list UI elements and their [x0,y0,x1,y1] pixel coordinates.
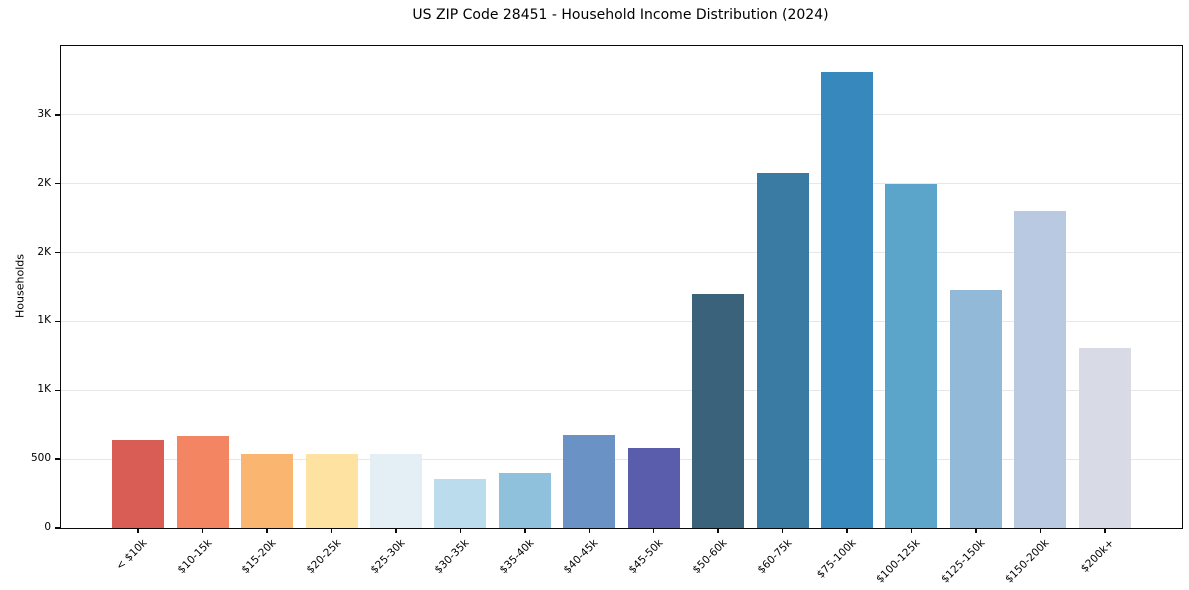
y-tick-label: 2K [37,176,51,189]
y-tick-mark [55,320,60,323]
y-tick-label: 3K [37,107,51,120]
x-tick-label: < $10k [114,537,150,573]
x-tick-mark [910,528,913,533]
x-tick-mark [975,528,977,533]
y-tick-mark [55,114,60,116]
bar-< $10k [112,439,165,528]
y-tick-mark [55,389,60,392]
bar-$10-15k [176,436,229,528]
x-tick-mark [524,528,526,533]
bar-$45-50k [627,448,680,528]
y-tick-mark [55,251,60,254]
x-tick-mark [330,528,333,533]
x-tick-mark [846,528,848,533]
bar-$40-45k [563,435,616,528]
bar-$35-40k [498,472,551,528]
bar-$125-150k [949,289,1002,528]
bar-$150-200k [1014,211,1067,528]
y-tick-label: 1K [37,383,51,396]
y-axis-label: Households [13,254,27,318]
gridline [61,114,1182,116]
bar-$200k+ [1078,347,1131,528]
bar-$60-75k [756,172,809,528]
x-tick-mark [137,528,139,533]
y-tick-mark [55,527,60,529]
x-tick-mark [588,528,591,533]
bar-$100-125k [885,183,938,528]
x-tick-mark [652,528,655,533]
bar-$20-25k [305,453,358,528]
x-tick-mark [266,528,268,533]
x-tick-mark [717,528,719,533]
gridline [61,458,1182,460]
y-tick-label: 2K [37,245,51,258]
gridline [61,320,1182,322]
x-tick-mark [1039,528,1042,533]
x-tick-mark [459,528,462,533]
y-tick-mark [55,458,60,460]
y-tick-label: 0 [44,521,51,533]
gridline [61,389,1182,391]
y-tick-mark [55,182,60,185]
chart-title: US ZIP Code 28451 - Household Income Dis… [412,7,829,23]
bar-$30-35k [434,479,487,528]
x-tick-mark [781,528,784,533]
bar-$15-20k [241,454,294,528]
bar-$75-100k [821,72,874,528]
x-tick-mark [1104,528,1106,533]
y-tick-label: 500 [30,452,51,465]
plot-area: 0 500 1K 1K 2K 2K 3K < $10k $10-15k $15-20k $20-25… [31,45,1183,586]
bar-$50-60k [692,293,745,528]
gridline [61,252,1182,254]
x-tick-mark [395,528,397,533]
y-tick-label: 1K [37,314,51,327]
x-tick-mark [201,528,204,533]
bar-$25-30k [369,454,422,528]
gridline [61,183,1182,185]
